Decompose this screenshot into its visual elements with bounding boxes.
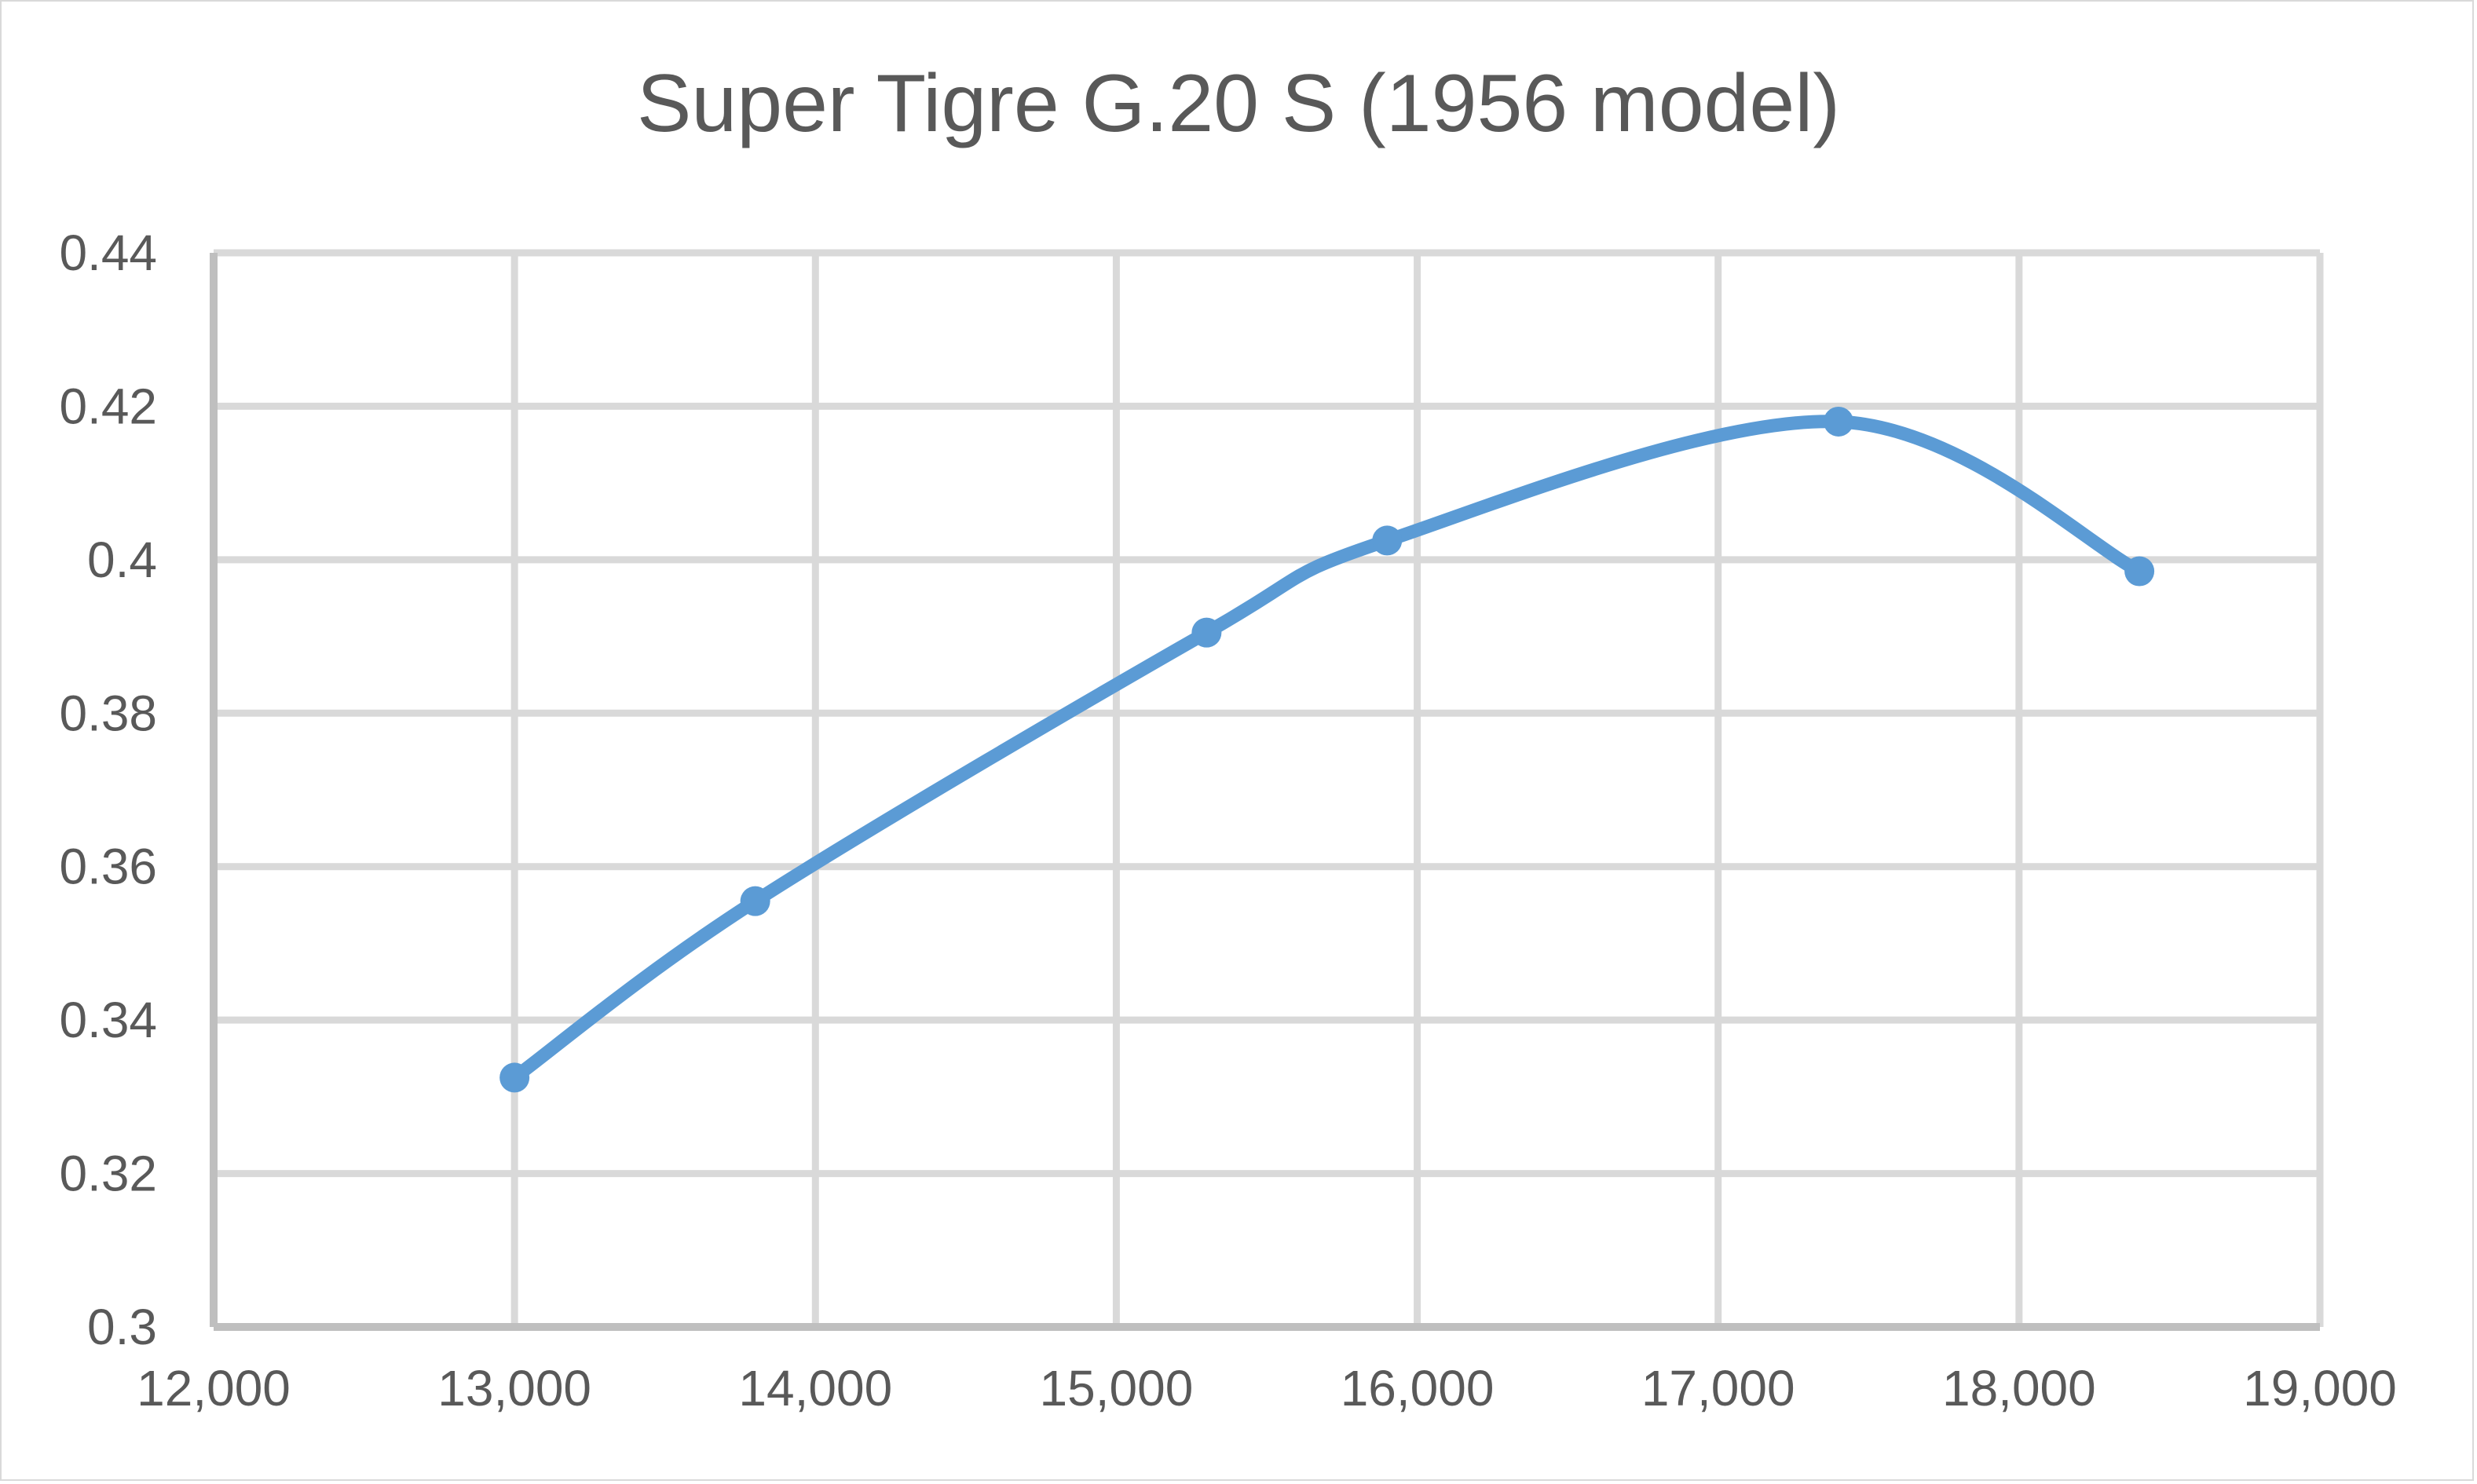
data-point-marker bbox=[740, 886, 770, 916]
x-tick-label: 18,000 bbox=[1942, 1360, 2096, 1416]
y-tick-label: 0.38 bbox=[59, 685, 157, 741]
y-tick-label: 0.3 bbox=[87, 1299, 157, 1355]
x-tick-label: 12,000 bbox=[137, 1360, 291, 1416]
x-tick-label: 15,000 bbox=[1040, 1360, 1194, 1416]
y-tick-label: 0.4 bbox=[87, 532, 157, 588]
data-point-marker bbox=[1191, 617, 1222, 648]
chart-title: Super Tigre G.20 S (1956 model) bbox=[637, 58, 1840, 149]
y-tick-label: 0.42 bbox=[59, 378, 157, 434]
x-tick-label: 19,000 bbox=[2243, 1360, 2397, 1416]
x-tick-label: 13,000 bbox=[437, 1360, 591, 1416]
data-point-marker bbox=[1372, 525, 1403, 556]
x-tick-label: 14,000 bbox=[738, 1360, 892, 1416]
y-tick-label: 0.34 bbox=[59, 992, 157, 1048]
x-tick-label: 17,000 bbox=[1641, 1360, 1795, 1416]
data-point-marker bbox=[1823, 406, 1853, 437]
series-line bbox=[507, 415, 2146, 1084]
y-tick-label: 0.32 bbox=[59, 1146, 157, 1202]
y-tick-label: 0.36 bbox=[59, 839, 157, 895]
y-tick-label: 0.44 bbox=[59, 225, 157, 281]
data-point-marker bbox=[2124, 556, 2155, 587]
data-point-marker bbox=[499, 1062, 530, 1093]
x-tick-label: 16,000 bbox=[1341, 1360, 1495, 1416]
